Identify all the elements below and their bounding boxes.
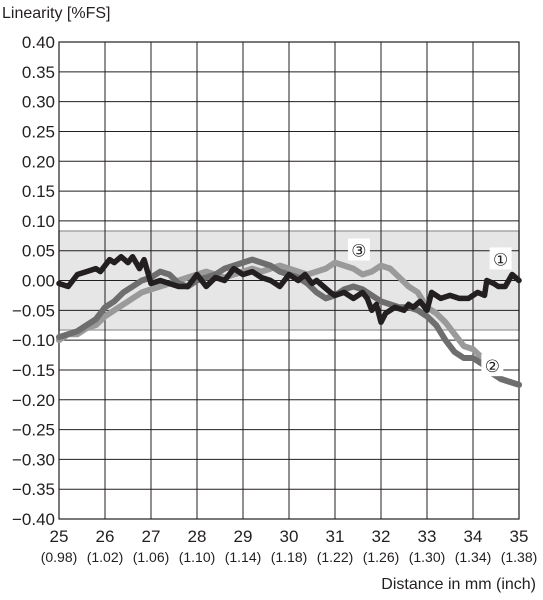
x-tick-label: 25 [50,527,69,546]
series-marker-bg [347,238,370,261]
x-tick-sublabel: (0.98) [41,549,78,565]
y-tick-label: 0.30 [22,93,55,112]
x-tick-label: 29 [234,527,253,546]
y-tick-label: −0.25 [12,421,55,440]
x-tick-sublabel: (1.30) [409,549,446,565]
x-axis-title: Distance in mm (inch) [381,576,536,593]
y-tick-label: −0.35 [12,480,55,499]
x-tick-sublabel: (1.14) [225,549,262,565]
x-tick-label: 32 [372,527,391,546]
y-tick-labels: 0.40 0.35 0.30 0.25 0.20 0.15 0.10 0.05 0.00 −0.0… [12,33,55,529]
series-markers: ① ② ③ [347,238,512,377]
series-line-3 [56,259,522,388]
y-axis-title: Linearity [%FS] [2,5,110,22]
y-tick-label: −0.10 [12,331,55,350]
y-tick-label: −0.20 [12,391,55,410]
x-tick-label: 34 [464,527,483,546]
series-marker-3: ③ [351,241,366,260]
y-tick-label: 0.10 [22,212,55,231]
series-marker-bg [489,247,512,270]
y-tick-label: 0.40 [22,33,55,52]
x-tick-label: 26 [96,527,115,546]
x-tick-label: 33 [418,527,437,546]
x-tick-labels: 25 (0.98) 26 (1.02) 27 (1.06) 28 (1.10) 29 (1.14)… [41,527,538,565]
series-marker-2: ② [485,357,500,376]
x-tick-sublabel: (1.22) [317,549,354,565]
x-tick-label: 30 [280,527,299,546]
x-tick-sublabel: (1.18) [271,549,308,565]
grid-lines [58,41,520,520]
y-tick-label: 0.05 [22,242,55,261]
x-tick-sublabel: (1.38) [501,549,538,565]
y-tick-label: 0.00 [22,272,55,291]
data-series [56,253,522,388]
x-tick-sublabel: (1.02) [87,549,124,565]
y-tick-label: −0.30 [12,450,55,469]
x-tick-sublabel: (1.06) [133,549,170,565]
y-tick-label: 0.35 [22,63,55,82]
x-tick-label: 35 [510,527,529,546]
series-line-1 [56,253,522,325]
x-tick-sublabel: (1.34) [455,549,492,565]
x-tick-sublabel: (1.10) [179,549,216,565]
series-marker-bg [481,354,504,377]
y-tick-label: −0.15 [12,361,55,380]
y-tick-label: 0.15 [22,182,55,201]
y-tick-label: 0.20 [22,152,55,171]
x-tick-label: 31 [326,527,345,546]
y-tick-label: −0.40 [12,510,55,529]
x-tick-sublabel: (1.26) [363,549,400,565]
x-tick-label: 27 [142,527,161,546]
y-tick-label: −0.05 [12,301,55,320]
y-tick-label: 0.25 [22,122,55,141]
x-tick-label: 28 [188,527,207,546]
series-marker-1: ① [493,250,508,269]
